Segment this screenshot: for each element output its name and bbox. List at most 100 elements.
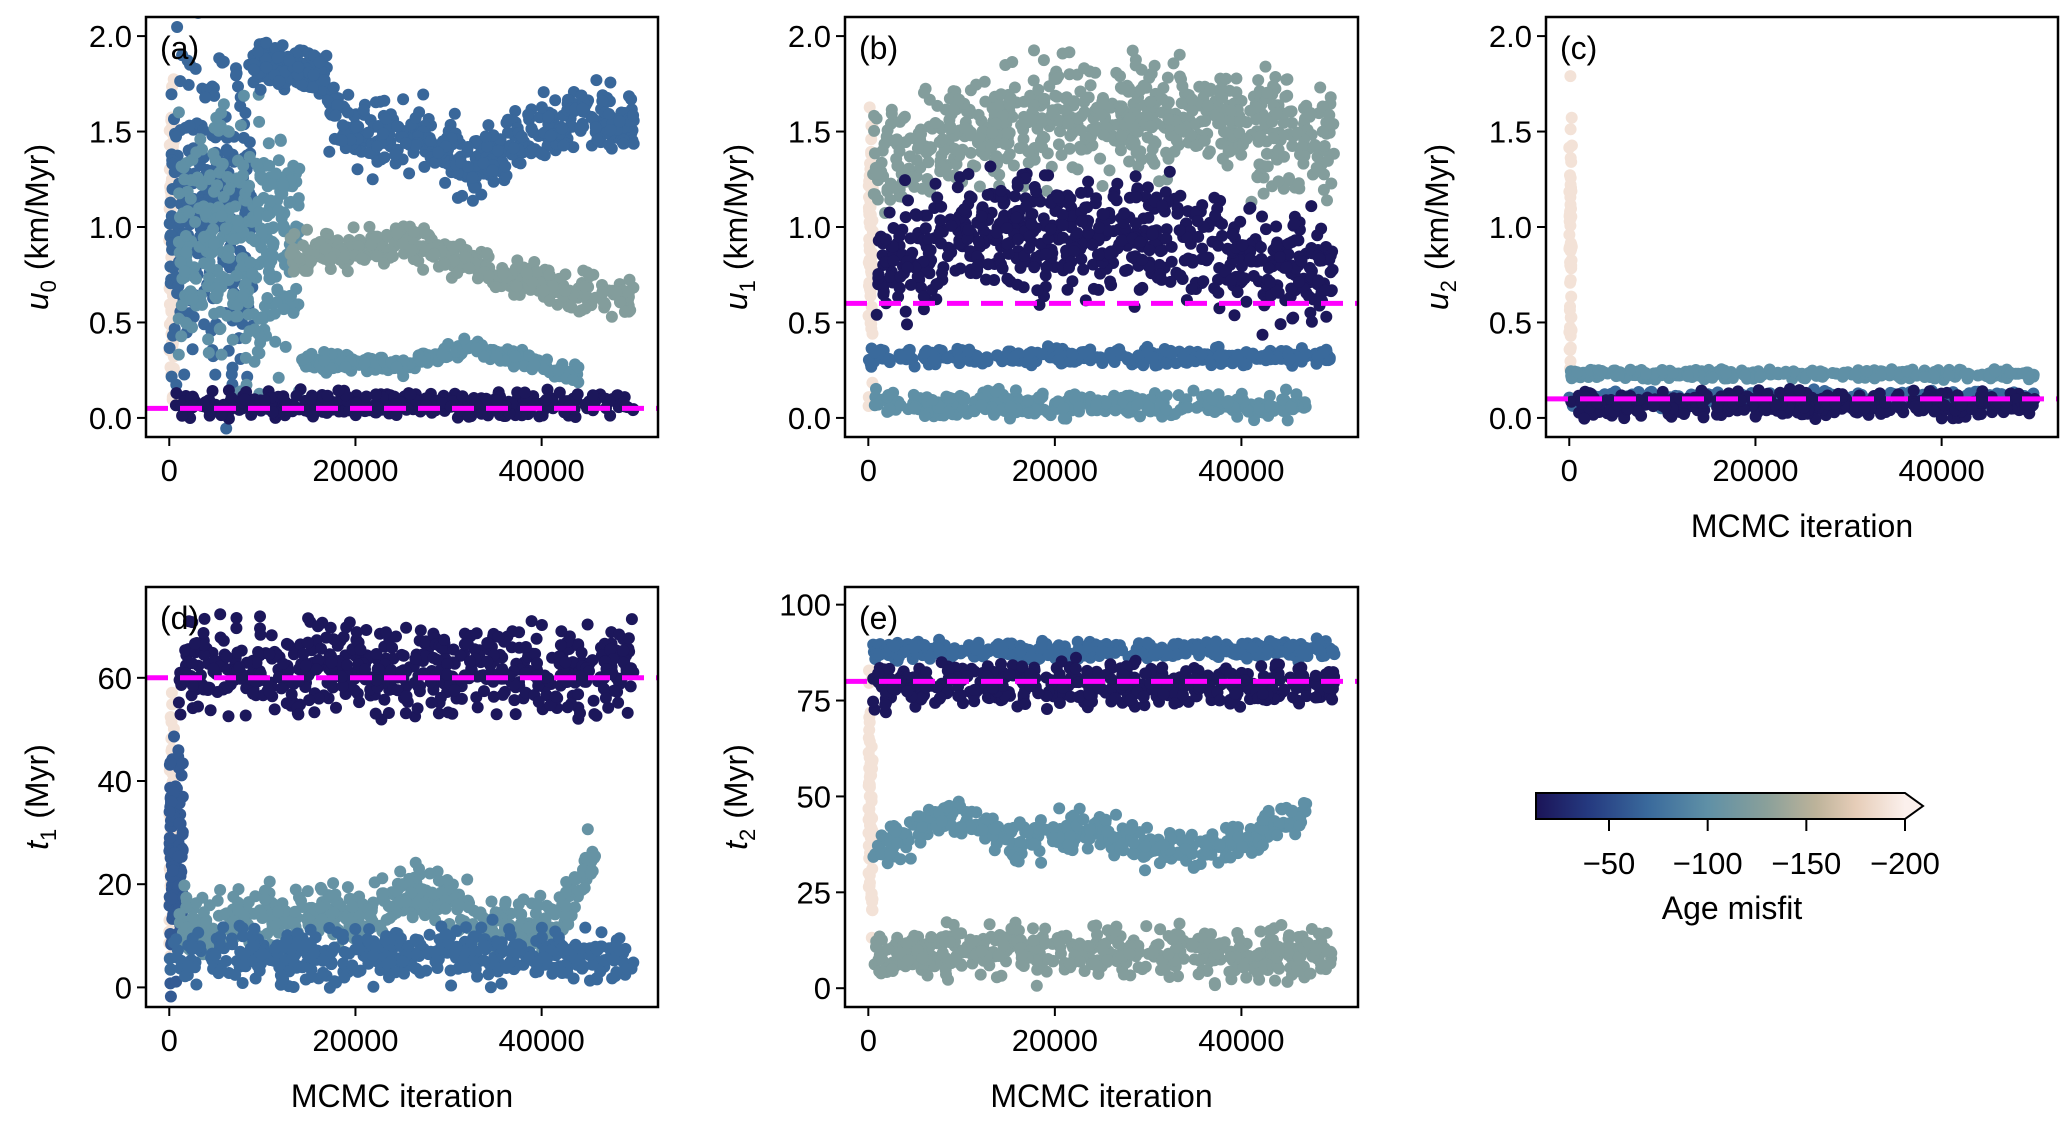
- data-point: [1564, 70, 1576, 82]
- point-cluster: [863, 340, 1336, 373]
- data-point: [931, 192, 943, 204]
- data-point: [525, 123, 537, 135]
- data-point: [868, 125, 880, 137]
- data-point: [536, 101, 548, 113]
- data-point: [1208, 192, 1220, 204]
- data-point: [1322, 155, 1334, 167]
- data-point: [261, 210, 273, 222]
- data-point: [490, 281, 502, 293]
- data-point: [952, 181, 964, 193]
- data-point: [1274, 251, 1286, 263]
- data-point: [1156, 274, 1168, 286]
- data-point: [371, 231, 383, 243]
- data-point: [1236, 239, 1248, 251]
- data-point: [617, 138, 629, 150]
- data-point: [621, 286, 633, 298]
- data-point: [1196, 348, 1208, 360]
- data-point: [1012, 176, 1024, 188]
- data-point: [377, 128, 389, 140]
- data-point: [1031, 284, 1043, 296]
- data-point: [1166, 347, 1178, 359]
- data-point: [1204, 145, 1216, 157]
- data-point: [180, 246, 192, 258]
- data-point: [244, 256, 256, 268]
- data-point: [1201, 252, 1213, 264]
- data-point: [439, 259, 451, 271]
- data-point: [1271, 107, 1283, 119]
- data-point: [932, 278, 944, 290]
- data-point: [2005, 367, 2017, 379]
- data-point: [628, 138, 640, 150]
- data-point: [480, 130, 492, 142]
- data-point: [1565, 152, 1577, 164]
- data-point: [1160, 147, 1172, 159]
- data-point: [187, 293, 199, 305]
- data-point: [482, 119, 494, 131]
- data-point: [1571, 366, 1583, 378]
- y-tick-label: 0.0: [788, 401, 831, 436]
- data-point: [1143, 402, 1155, 414]
- data-point: [251, 158, 263, 170]
- data-point: [1135, 84, 1147, 96]
- data-point: [942, 250, 954, 262]
- data-point: [242, 309, 254, 321]
- data-point: [1257, 329, 1269, 341]
- data-point: [1849, 368, 1861, 380]
- data-point: [283, 197, 295, 209]
- data-point: [260, 61, 272, 73]
- data-point: [216, 349, 228, 361]
- data-point: [1275, 318, 1287, 330]
- data-point: [1566, 325, 1578, 337]
- data-point: [1565, 185, 1577, 197]
- panel-label: (a): [160, 30, 199, 66]
- data-point: [1221, 397, 1233, 409]
- data-point: [587, 389, 599, 401]
- data-point: [1057, 48, 1069, 60]
- data-point: [352, 163, 364, 175]
- data-point: [538, 86, 550, 98]
- data-point: [1919, 371, 1931, 383]
- data-point: [235, 119, 247, 131]
- data-point: [1071, 227, 1083, 239]
- data-point: [1075, 124, 1087, 136]
- data-point: [1078, 346, 1090, 358]
- data-point: [962, 168, 974, 180]
- data-point: [1282, 414, 1294, 426]
- data-point: [1861, 365, 1873, 377]
- data-point: [627, 109, 639, 121]
- data-point: [1090, 399, 1102, 411]
- data-point: [511, 280, 523, 292]
- data-point: [891, 133, 903, 145]
- data-point: [576, 90, 588, 102]
- data-point: [591, 134, 603, 146]
- data-point: [972, 351, 984, 363]
- data-point: [1304, 109, 1316, 121]
- data-point: [1116, 83, 1128, 95]
- data-point: [1255, 241, 1267, 253]
- data-point: [387, 250, 399, 262]
- data-point: [1258, 188, 1270, 200]
- data-point: [884, 271, 896, 283]
- data-point: [528, 359, 540, 371]
- data-point: [1164, 166, 1176, 178]
- data-point: [252, 46, 264, 58]
- x-tick-label: 0: [161, 453, 178, 488]
- data-point: [976, 210, 988, 222]
- data-point: [216, 159, 228, 171]
- data-point: [1291, 127, 1303, 139]
- data-point: [173, 349, 185, 361]
- data-point: [982, 258, 994, 270]
- data-point: [905, 279, 917, 291]
- data-point: [558, 140, 570, 152]
- data-point: [963, 224, 975, 236]
- data-point: [340, 361, 352, 373]
- data-point: [483, 270, 495, 282]
- data-point: [1057, 209, 1069, 221]
- data-point: [958, 203, 970, 215]
- data-point: [1052, 192, 1064, 204]
- data-point: [1028, 261, 1040, 273]
- data-point: [196, 179, 208, 191]
- data-point: [1754, 371, 1766, 383]
- data-point: [1090, 197, 1102, 209]
- data-point: [1079, 106, 1091, 118]
